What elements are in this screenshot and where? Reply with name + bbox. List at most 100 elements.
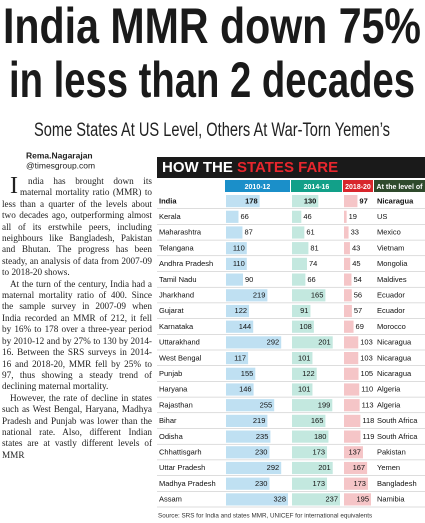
value: 230 [255,448,268,457]
value: 195 [356,495,369,504]
state-name: Uttarakhand [159,338,200,347]
value: 118 [362,416,374,425]
bar [344,242,350,255]
bar [226,477,270,490]
level-country: Mexico [377,228,401,237]
column-header: 2014-16 [304,184,330,191]
value: 146 [239,385,252,394]
value: 237 [325,495,338,504]
value: 144 [239,322,252,331]
bar [292,430,329,443]
paragraph: At the turn of the century, India had a … [2,278,152,392]
bar [226,304,250,318]
level-country: South Africa [377,416,418,425]
paragraph: However, the rate of decline in states s… [2,392,152,460]
state-name: Assam [159,495,182,504]
value: 122 [302,369,315,378]
level-country: Vietnam [377,243,404,252]
state-name: Gujarat [159,306,185,315]
state-name: Madhya Pradesh [159,479,216,488]
bar [226,257,247,270]
state-name: Haryana [159,385,188,394]
bar [292,226,305,239]
value: 165 [311,291,324,300]
value: 56 [354,291,362,300]
bar [344,304,352,318]
value: 292 [267,463,280,472]
bar [226,446,270,459]
bar [344,383,360,396]
value: 74 [309,259,317,268]
value: 178 [245,196,258,205]
bar [344,195,358,208]
value: 180 [314,432,327,441]
value: 199 [318,400,331,409]
value: 110 [233,243,245,252]
bar [292,477,328,490]
bar [226,242,247,255]
article: India has brought down its maternal mort… [2,176,152,523]
bar [344,352,359,365]
bar [344,399,360,412]
state-name: Chhattisgarh [159,448,202,457]
bar [292,383,313,396]
state-name: Karnataka [159,322,194,331]
state-name: Telangana [159,243,194,252]
value: 19 [349,212,357,221]
bar [344,493,371,506]
level-country: Nicaragua [377,353,412,362]
value: 117 [234,353,246,362]
value: 219 [253,416,266,425]
bar [292,336,333,349]
value: 255 [260,400,273,409]
level-country: Nicaragua [377,338,412,347]
bar [292,446,328,459]
bar [292,414,326,427]
bar [292,493,340,506]
value: 155 [241,369,254,378]
bar [344,257,351,270]
value: 167 [353,463,366,472]
value: 137 [348,448,361,457]
value: 101 [298,353,311,362]
bar [292,304,311,318]
level-country: Nicaragua [377,196,414,205]
bar [226,289,268,302]
bar [226,367,256,380]
value: 33 [351,228,359,237]
byline-handle: @timesgroup.com [26,160,95,170]
level-country: Yemen [377,463,400,472]
state-name: Tamil Nadu [159,275,197,284]
value: 173 [313,479,326,488]
source: Source: SRS for India and states MMR, UN… [158,513,372,520]
bar [226,461,282,475]
value: 97 [359,196,367,205]
state-name: Odisha [159,432,184,441]
value: 101 [298,385,311,394]
bar [292,289,326,302]
bar [292,257,307,270]
state-name: Kerala [159,212,182,221]
bar [292,273,306,286]
state-name: Uttar Pradesh [159,463,205,472]
value: 201 [318,463,331,472]
value: 173 [353,479,366,488]
state-name: West Bengal [159,353,202,362]
value: 201 [318,338,331,347]
value: 108 [299,322,312,331]
table-title: HOW THE STATES FARE [162,159,338,176]
value: 69 [356,322,364,331]
value: 81 [310,243,318,252]
bar [292,320,314,333]
level-country: Ecuador [377,306,405,315]
bar [292,367,317,380]
value: 45 [352,259,360,268]
bar [292,242,309,255]
bar [226,430,271,443]
value: 235 [256,432,269,441]
value: 165 [311,416,324,425]
value: 103 [360,338,373,347]
bar [226,414,268,427]
byline-name: Rema.Nagarajan [26,150,93,160]
